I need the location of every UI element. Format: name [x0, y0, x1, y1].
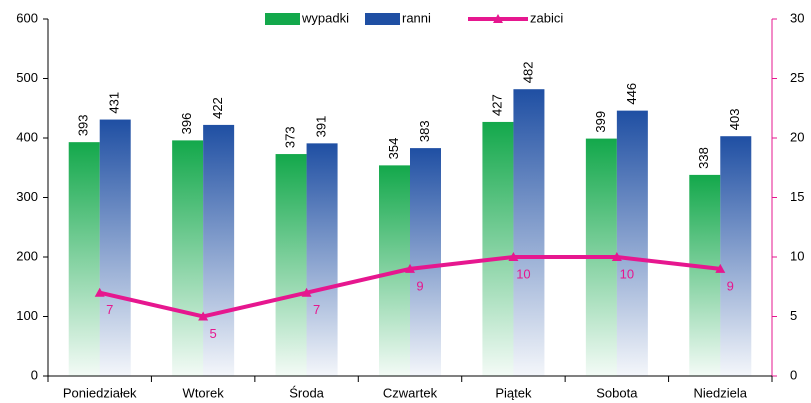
- line-marker: [198, 311, 209, 321]
- y2-tick-label: 15: [790, 189, 804, 204]
- y-tick-label: 100: [16, 308, 38, 323]
- line-marker: [405, 263, 415, 273]
- data-label: 354: [386, 138, 401, 160]
- data-label: 7: [313, 302, 320, 317]
- data-label: 396: [179, 113, 194, 135]
- y-tick-label: 500: [16, 70, 38, 85]
- y2-tick-label: 30: [790, 10, 804, 25]
- y-tick-label: 400: [16, 129, 38, 144]
- data-label: 391: [314, 116, 329, 138]
- bar: [203, 124, 235, 376]
- x-tick-label: Sobota: [596, 385, 638, 400]
- line-marker: [508, 252, 519, 261]
- bar: [410, 148, 441, 376]
- y-tick-label: 600: [16, 10, 38, 25]
- bar: [306, 143, 338, 376]
- data-label: 399: [593, 111, 608, 133]
- data-label: 427: [489, 94, 504, 116]
- bar: [99, 119, 131, 377]
- y2-tick-label: 10: [790, 248, 804, 263]
- x-tick-label: Czwartek: [383, 385, 438, 400]
- data-label: 431: [107, 92, 122, 114]
- line-marker: [94, 287, 105, 297]
- data-label: 7: [106, 302, 113, 317]
- y-tick-label: 0: [31, 367, 38, 382]
- data-label: 10: [620, 266, 634, 281]
- data-label: 5: [210, 326, 217, 341]
- data-label: 10: [516, 266, 530, 281]
- legend-swatch: [265, 13, 300, 25]
- y2-tick-label: 25: [790, 70, 804, 85]
- data-label: 482: [520, 62, 535, 84]
- bar: [482, 121, 514, 376]
- y-tick-label: 300: [16, 189, 38, 204]
- data-label: 9: [727, 278, 734, 293]
- legend-marker: [493, 14, 503, 23]
- bar: [616, 110, 648, 376]
- data-label: 422: [210, 97, 225, 119]
- x-tick-label: Wtorek: [183, 385, 225, 400]
- y-tick-label: 200: [16, 248, 38, 263]
- y2-tick-label: 5: [790, 308, 797, 323]
- data-label: 383: [417, 120, 432, 142]
- line-marker: [301, 287, 312, 297]
- line-marker: [715, 263, 726, 273]
- legend-label: zabici: [530, 10, 563, 25]
- bar: [720, 136, 752, 376]
- y2-tick-label: 20: [790, 129, 804, 144]
- x-tick-label: Niedziela: [694, 385, 748, 400]
- bar: [689, 174, 721, 376]
- y2-tick-label: 0: [790, 367, 797, 382]
- x-tick-label: Poniedziałek: [63, 385, 137, 400]
- bar: [513, 89, 545, 377]
- legend-label: wypadki: [301, 10, 349, 25]
- x-tick-label: Środa: [289, 385, 324, 400]
- legend-swatch: [365, 13, 400, 25]
- bar: [68, 142, 100, 376]
- data-label: 446: [624, 83, 639, 105]
- line-marker: [611, 252, 622, 261]
- x-tick-label: Piątek: [495, 385, 532, 400]
- bar: [172, 140, 204, 376]
- bar: [275, 154, 307, 376]
- data-label: 403: [727, 109, 742, 131]
- data-label: 373: [283, 126, 298, 148]
- data-label: 393: [76, 114, 91, 136]
- legend-label: ranni: [402, 10, 431, 25]
- data-label: 338: [696, 147, 711, 169]
- data-label: 9: [416, 278, 423, 293]
